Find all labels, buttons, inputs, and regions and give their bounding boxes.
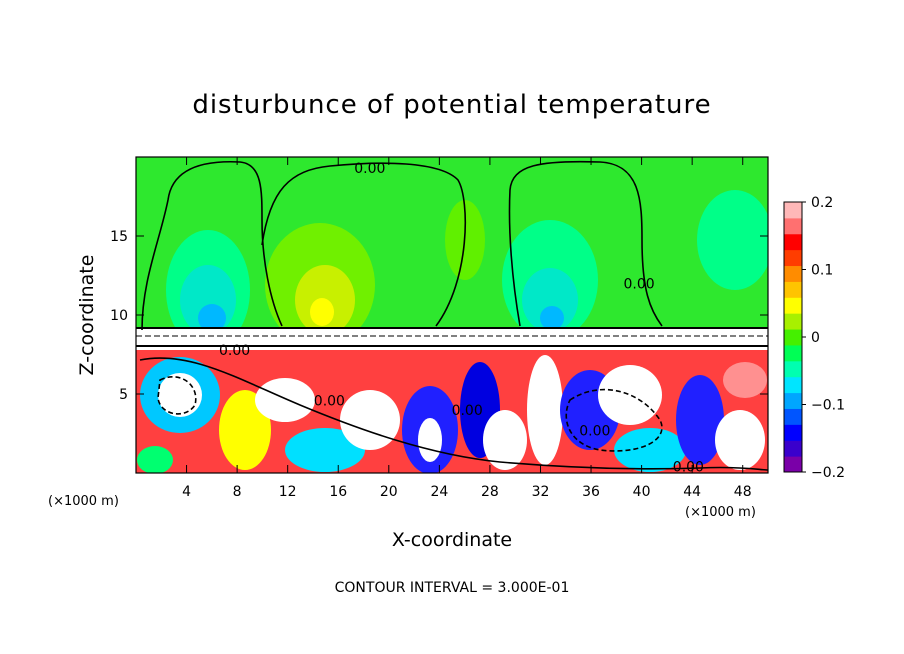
eddy [219, 390, 271, 470]
eddy [483, 410, 527, 470]
contour-label: 0.00 [314, 393, 345, 409]
y-axis-label: Z-coordinate [76, 255, 98, 376]
x-tick-label: 20 [380, 484, 398, 500]
colorbar-swatch [784, 408, 802, 425]
x-axis: 4 8 12 16 20 24 28 32 36 40 44 48 [182, 157, 752, 500]
eddy [137, 446, 173, 473]
contour-label: 0.00 [673, 460, 704, 476]
x-unit-right: (×1000 m) [685, 505, 756, 520]
contour-line [261, 162, 467, 327]
x-tick-label: 8 [233, 484, 242, 500]
x-axis-label: X-coordinate [392, 529, 512, 551]
x-tick-label: 48 [734, 484, 752, 500]
colorbar-tick-label: 0.1 [811, 263, 833, 279]
y-tick-label: 5 [119, 387, 128, 403]
contour-label: 0.00 [623, 276, 654, 292]
colorbar-tick-label: −0.2 [811, 465, 845, 481]
blob [522, 268, 578, 332]
contour-line [508, 160, 663, 327]
colorbar: 0.2 0.1 0 −0.1 −0.2 [783, 195, 845, 481]
eddy [255, 378, 315, 422]
contour-line [139, 357, 768, 471]
colorbar-swatch [784, 376, 802, 394]
colorbar-swatch [784, 329, 802, 346]
blob [310, 298, 334, 326]
y-tick-label: 15 [110, 229, 128, 245]
x-unit-left: (×1000 m) [48, 494, 119, 509]
colorbar-swatch [784, 392, 802, 409]
x-tick-label: 44 [683, 484, 701, 500]
y-tick-label: 10 [110, 308, 128, 324]
contour-line [157, 376, 197, 415]
colorbar-swatch [784, 217, 802, 235]
eddy [527, 355, 563, 465]
colorbar-tick-label: 0 [811, 330, 820, 346]
contour-label: 0.00 [579, 423, 610, 439]
colorbar-swatch [784, 344, 802, 362]
eddy [723, 362, 767, 398]
colorbar-swatch [784, 456, 802, 473]
eddy [676, 375, 724, 465]
colorbar-swatch [784, 424, 802, 441]
eddy [340, 390, 400, 450]
contour-label: 0.00 [219, 343, 250, 359]
contour-label: 0.00 [452, 403, 483, 419]
eddy [285, 428, 365, 472]
blob [540, 306, 564, 330]
chart-title: disturbunce of potential temperature [192, 90, 711, 120]
x-tick-label: 32 [532, 484, 550, 500]
eddy [598, 365, 662, 425]
eddy [418, 418, 442, 462]
contour-labels: 0.00 0.00 0.00 0.00 0.00 0.00 0.00 [219, 161, 704, 476]
colorbar-swatch [784, 440, 802, 457]
blob [697, 190, 768, 290]
colorbar-swatch [784, 265, 802, 282]
colorbar-swatch [784, 233, 802, 251]
x-tick-label: 28 [481, 484, 499, 500]
x-tick-label: 36 [582, 484, 600, 500]
colorbar-swatch [784, 297, 802, 314]
colorbar-swatch [784, 249, 802, 267]
colorbar-swatch [784, 281, 802, 298]
zero-contours [139, 160, 768, 471]
field-plot [136, 157, 768, 473]
colorbar-tick-label: −0.1 [811, 398, 845, 414]
x-tick-label: 24 [430, 484, 448, 500]
separation-band [136, 328, 768, 350]
blob [198, 304, 226, 332]
x-tick-label: 16 [329, 484, 347, 500]
contour-line [141, 160, 283, 331]
contour-label: 0.00 [354, 161, 385, 177]
colorbar-swatch [784, 202, 802, 219]
x-tick-label: 40 [633, 484, 651, 500]
colorbar-swatch [784, 313, 802, 330]
eddy [614, 428, 686, 472]
x-tick-label: 12 [279, 484, 297, 500]
contour-interval-text: CONTOUR INTERVAL = 3.000E-01 [335, 580, 570, 596]
y-axis: 5 10 15 [110, 229, 768, 403]
x-tick-label: 4 [182, 484, 191, 500]
colorbar-tick-label: 0.2 [811, 195, 833, 211]
turbulent-cells [137, 355, 767, 473]
eddy [715, 410, 765, 470]
colorbar-swatch [784, 360, 802, 378]
